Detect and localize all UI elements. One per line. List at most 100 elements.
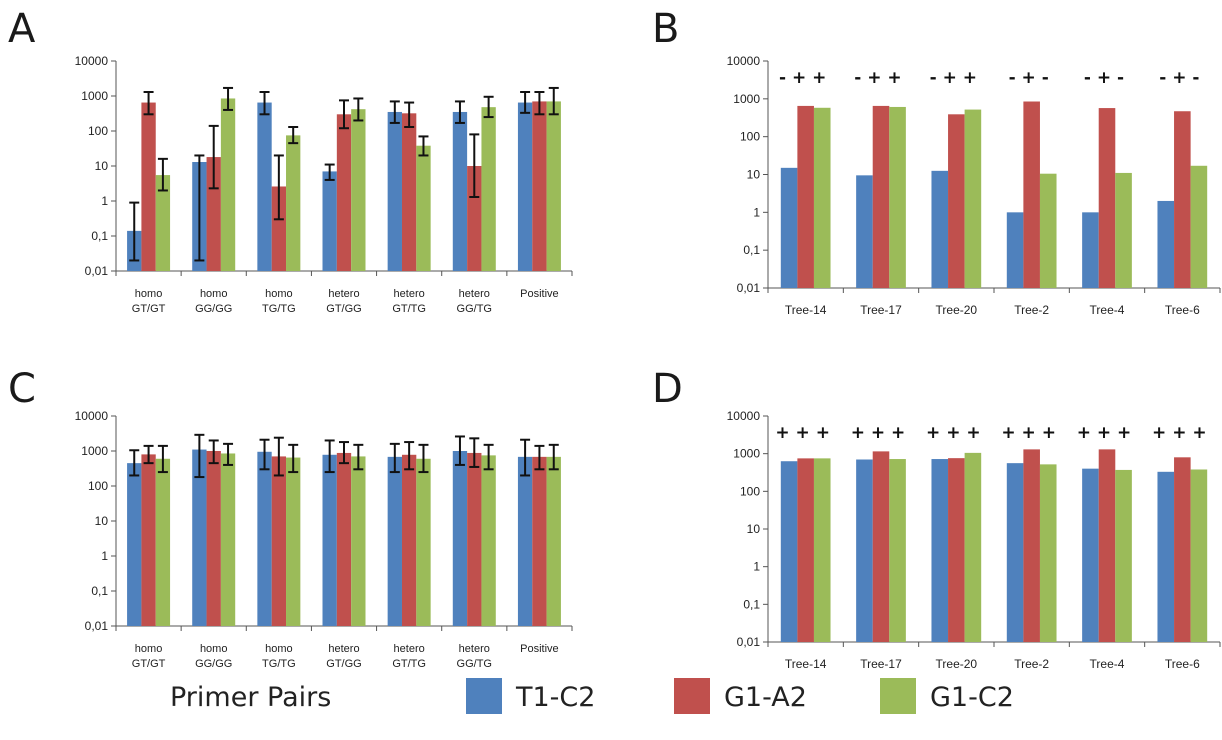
bar-b-t1-c2-1 bbox=[856, 175, 873, 288]
y-tick-label-b: 0,1 bbox=[743, 243, 760, 257]
bar-a-t1-c2-6 bbox=[517, 102, 533, 271]
bar-d-g1-c2-1 bbox=[889, 459, 906, 642]
bar-d-g1-a2-5 bbox=[1174, 457, 1191, 642]
x-tick-label-c: hetero bbox=[328, 643, 359, 655]
y-tick-label-c: 0,1 bbox=[91, 584, 108, 598]
bar-b-t1-c2-3 bbox=[1006, 212, 1024, 288]
bar-a-g1-c2-4 bbox=[416, 145, 431, 271]
y-tick-label-a: 0,1 bbox=[91, 229, 108, 243]
bar-d-g1-a2-3 bbox=[1023, 449, 1040, 642]
bar-c-g1-a2-6 bbox=[532, 456, 547, 626]
x-tick-label-c: GG/GG bbox=[195, 658, 232, 670]
bar-a-g1-a2-3 bbox=[336, 114, 352, 272]
bar-c-g1-c2-0 bbox=[155, 458, 171, 626]
bar-a-g1-c2-2 bbox=[286, 135, 301, 271]
annotation-b: - + - bbox=[1159, 68, 1199, 88]
bar-b-g1-a2-2 bbox=[948, 114, 965, 289]
bar-c-t1-c2-3 bbox=[322, 454, 337, 626]
bar-b-g1-c2-2 bbox=[964, 109, 982, 288]
panel-letter-d: D bbox=[652, 366, 683, 412]
y-tick-label-d: 10000 bbox=[727, 409, 761, 423]
bar-a-t1-c2-5 bbox=[452, 111, 468, 272]
x-tick-label-a: GG/GG bbox=[195, 303, 232, 315]
bar-d-t1-c2-1 bbox=[856, 459, 873, 642]
y-tick-label-a: 10 bbox=[95, 159, 109, 173]
x-tick-label-c: TG/TG bbox=[262, 658, 296, 670]
y-tick-label-d: 1000 bbox=[733, 447, 760, 461]
bar-b-g1-c2-1 bbox=[889, 106, 906, 289]
legend: Primer Pairs T1-C2 G1-A2 G1-C2 bbox=[0, 676, 1222, 726]
x-tick-label-b: Tree-2 bbox=[1014, 303, 1049, 317]
x-tick-label-c: GT/GG bbox=[326, 658, 361, 670]
bar-c-t1-c2-4 bbox=[387, 456, 402, 626]
x-tick-label-a: GT/GT bbox=[132, 303, 166, 315]
y-tick-label-b: 1000 bbox=[733, 92, 760, 106]
bar-c-g1-a2-3 bbox=[336, 452, 352, 626]
bar-b-g1-a2-0 bbox=[797, 105, 814, 289]
bar-b-g1-c2-0 bbox=[813, 107, 831, 289]
annotation-b: - + + bbox=[930, 68, 977, 88]
x-tick-label-a: hetero bbox=[394, 288, 425, 300]
bar-d-g1-c2-4 bbox=[1115, 469, 1132, 642]
y-tick-label-a: 0,01 bbox=[85, 264, 109, 278]
bar-a-g1-a2-1 bbox=[206, 157, 221, 271]
y-tick-label-d: 10 bbox=[747, 522, 761, 536]
bar-d-g1-a2-1 bbox=[872, 451, 890, 642]
bar-c-t1-c2-0 bbox=[127, 463, 142, 626]
bar-a-t1-c2-2 bbox=[257, 102, 272, 271]
bar-d-t1-c2-2 bbox=[931, 459, 949, 642]
bar-a-g1-c2-0 bbox=[155, 175, 171, 271]
bar-c-g1-c2-4 bbox=[416, 458, 431, 626]
x-tick-label-c: Positive bbox=[520, 643, 559, 655]
x-tick-label-a: hetero bbox=[328, 288, 359, 300]
x-tick-label-c: homo bbox=[200, 643, 228, 655]
y-tick-label-d: 1 bbox=[753, 560, 760, 574]
x-tick-label-c: GT/GT bbox=[132, 658, 166, 670]
bar-a-g1-c2-1 bbox=[220, 98, 236, 271]
bar-d-t1-c2-3 bbox=[1006, 463, 1024, 642]
x-tick-label-b: Tree-4 bbox=[1090, 303, 1125, 317]
annotation-b: - + - bbox=[1084, 68, 1124, 88]
bar-c-g1-a2-1 bbox=[206, 451, 221, 626]
bar-a-g1-a2-0 bbox=[141, 102, 156, 271]
x-tick-label-c: GT/TG bbox=[392, 658, 426, 670]
x-tick-label-a: homo bbox=[135, 288, 163, 300]
bar-d-g1-c2-2 bbox=[964, 452, 982, 642]
panel-letter-c: C bbox=[8, 366, 36, 412]
x-tick-label-c: hetero bbox=[459, 643, 490, 655]
y-tick-label-c: 1000 bbox=[81, 444, 108, 458]
bar-d-g1-a2-0 bbox=[797, 458, 814, 642]
annotation-d: + + + bbox=[851, 423, 906, 443]
bar-d-g1-c2-5 bbox=[1190, 469, 1208, 642]
y-tick-label-b: 10000 bbox=[727, 54, 761, 68]
legend-swatch-t1-c2 bbox=[466, 678, 502, 714]
bar-b-g1-c2-3 bbox=[1039, 173, 1057, 288]
x-tick-label-a: GG/TG bbox=[457, 303, 492, 315]
x-tick-label-c: hetero bbox=[394, 643, 425, 655]
x-tick-label-d: Tree-14 bbox=[785, 657, 827, 671]
bar-b-g1-a2-4 bbox=[1098, 108, 1116, 289]
annotation-d: + + + bbox=[926, 423, 981, 443]
y-tick-label-a: 1 bbox=[101, 194, 108, 208]
bar-a-t1-c2-4 bbox=[387, 111, 402, 272]
annotation-d: + + + bbox=[775, 423, 830, 443]
x-tick-label-c: homo bbox=[265, 643, 293, 655]
legend-label-g1-a2: G1-A2 bbox=[724, 682, 807, 713]
bar-c-g1-c2-1 bbox=[220, 453, 236, 626]
annotation-b: - + + bbox=[854, 68, 901, 88]
bar-c-g1-a2-2 bbox=[271, 456, 287, 626]
bar-a-g1-a2-2 bbox=[271, 186, 287, 271]
annotation-b: - + - bbox=[1009, 68, 1049, 88]
x-tick-label-a: GT/TG bbox=[392, 303, 426, 315]
legend-title: Primer Pairs bbox=[170, 682, 332, 713]
legend-swatch-g1-c2 bbox=[880, 678, 916, 714]
bar-c-g1-c2-3 bbox=[351, 456, 366, 626]
bar-b-t1-c2-0 bbox=[780, 167, 798, 288]
y-tick-label-d: 0,01 bbox=[737, 635, 761, 649]
bar-a-g1-a2-5 bbox=[467, 166, 482, 271]
annotation-d: + + + bbox=[1001, 423, 1056, 443]
x-tick-label-c: GG/TG bbox=[457, 658, 492, 670]
x-tick-label-d: Tree-6 bbox=[1165, 657, 1200, 671]
